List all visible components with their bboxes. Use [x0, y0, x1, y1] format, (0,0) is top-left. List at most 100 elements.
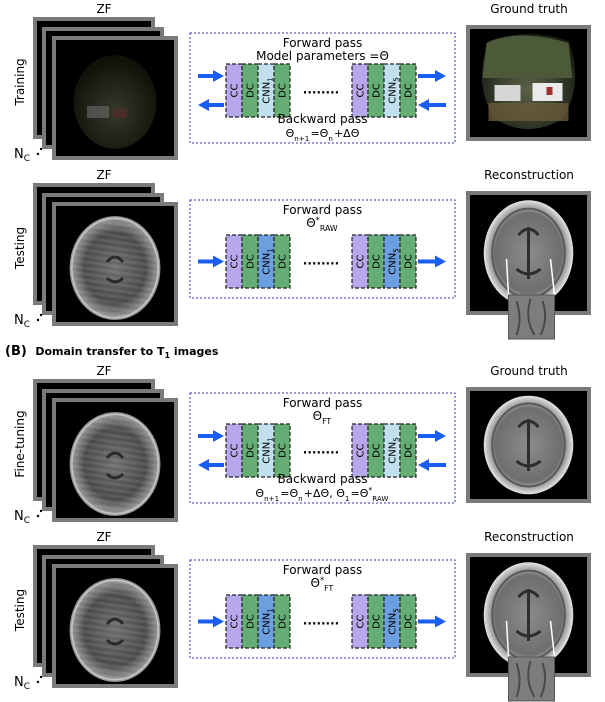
dc-block	[273, 63, 291, 118]
zf-label: ZF	[96, 2, 111, 16]
nc-dot	[39, 509, 43, 513]
dc-block-label: DC	[278, 254, 289, 269]
panel-forward-label: Forward pass	[283, 396, 363, 410]
gradient-arrow-out	[198, 99, 224, 111]
row-side-label: Testing	[13, 589, 27, 632]
dc-block-label: DC	[404, 614, 415, 629]
output-arrow	[418, 255, 446, 268]
nc-dot	[39, 313, 43, 317]
output-label: Reconstruction	[484, 530, 574, 544]
panel-parameters-label: Model parameters =Θ	[256, 49, 389, 63]
zf-skull	[69, 216, 161, 320]
panel-update-label: Θn+1 =Θn +ΔΘ, Θ1 =Θ*RAW	[255, 486, 389, 503]
zf-artifact	[71, 413, 159, 515]
network-panel	[189, 199, 456, 299]
cnn-block-label: CNN1	[262, 77, 275, 103]
dc-block-label: DC	[246, 614, 257, 629]
zf-ventricles	[105, 617, 125, 646]
dc-block-label: DC	[404, 254, 415, 269]
nc-dot	[36, 680, 40, 684]
zoom-line	[505, 620, 510, 658]
zf-ventricles	[105, 451, 125, 480]
input-arrow	[198, 615, 224, 628]
output-label: Reconstruction	[484, 168, 574, 182]
output-arrow	[418, 615, 446, 628]
dc-block-label: DC	[404, 443, 415, 458]
cnn-block-label: CNN5	[388, 248, 401, 274]
gt-photo-ground	[488, 103, 569, 121]
dc-block	[399, 63, 417, 118]
zoom-line	[505, 258, 510, 296]
dc-block-label: DC	[278, 614, 289, 629]
gt-photo-object	[546, 87, 553, 95]
output-arrow	[418, 70, 446, 82]
cc-block-label: CC	[356, 615, 367, 629]
panel-backward-label: Backward pass	[278, 112, 368, 126]
nc-dot	[39, 147, 43, 151]
dc-block-label: DC	[404, 83, 415, 98]
zf-ventricles	[105, 255, 125, 284]
input-arrow	[198, 255, 224, 268]
zoom-texture	[515, 298, 547, 336]
zoom-inset	[508, 656, 555, 702]
zoom-inset	[508, 294, 555, 340]
dc-block-label: DC	[246, 254, 257, 269]
zoom-line	[549, 620, 556, 658]
zf-photo-object	[113, 108, 127, 118]
gt-photo-trees	[482, 35, 573, 78]
nc-dot	[36, 514, 40, 518]
input-arrow	[198, 430, 224, 442]
brain-ventricles	[515, 419, 542, 471]
panel-parameters-label: Θ*RAW	[306, 215, 339, 233]
ellipsis: ........	[303, 614, 339, 628]
cnn-block-label: CNN1	[262, 248, 275, 274]
dc-block	[399, 423, 417, 478]
panel-update-label: Θn+1 =Θn +ΔΘ	[286, 127, 360, 143]
dc-block	[399, 234, 417, 289]
gradient-arrow-in	[418, 99, 446, 111]
panel-parameters-label: ΘFT	[313, 409, 333, 426]
output-label: Ground truth	[490, 2, 568, 16]
section-b-title: (B) Domain transfer to T1 images	[5, 344, 219, 360]
zf-label: ZF	[96, 530, 111, 544]
cnn-block-label: CNN1	[262, 608, 275, 634]
dc-block-label: DC	[246, 443, 257, 458]
output-label: Ground truth	[490, 364, 568, 378]
nc-dot	[36, 318, 40, 322]
gt-photo-trailer	[494, 85, 521, 101]
cc-block-label: CC	[230, 255, 241, 269]
brain-ventricles	[515, 589, 542, 641]
dc-block	[399, 594, 417, 649]
row-side-label: Testing	[13, 227, 27, 270]
nc-label: NC	[14, 509, 30, 526]
dc-block-label: DC	[278, 443, 289, 458]
dc-block	[273, 594, 291, 649]
input-arrow	[198, 70, 224, 82]
brain-cortex	[491, 402, 566, 488]
cc-block-label: CC	[230, 615, 241, 629]
ellipsis: ........	[303, 443, 339, 457]
zf-label: ZF	[96, 168, 111, 182]
network-panel	[189, 32, 456, 144]
nc-dot	[36, 152, 40, 156]
zf-skull	[69, 412, 161, 516]
cc-block-label: CC	[230, 444, 241, 458]
panel-backward-label: Backward pass	[278, 472, 368, 486]
gradient-arrow-in	[418, 459, 446, 471]
zoom-line	[549, 258, 556, 296]
nc-dot	[39, 675, 43, 679]
dc-block-label: DC	[246, 83, 257, 98]
zf-artifact	[71, 579, 159, 681]
nc-label: NC	[14, 147, 30, 164]
cnn-block-label: CNN5	[388, 437, 401, 463]
cnn-block-label: CNN5	[388, 608, 401, 634]
dc-block-label: DC	[372, 614, 383, 629]
nc-label: NC	[14, 675, 30, 692]
gradient-arrow-out	[198, 459, 224, 471]
dc-block-label: DC	[372, 443, 383, 458]
